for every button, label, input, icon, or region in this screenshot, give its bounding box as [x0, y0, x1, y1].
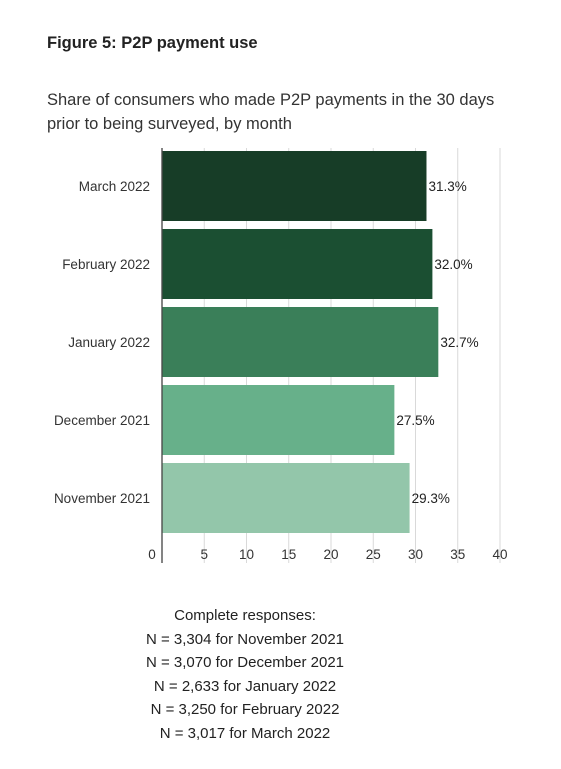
- sample-size-notes: Complete responses: N = 3,304 for Novemb…: [0, 604, 490, 745]
- value-label: 27.5%: [396, 413, 434, 428]
- value-label: 29.3%: [412, 491, 450, 506]
- x-tick-label: 40: [492, 547, 507, 562]
- bar: [162, 151, 427, 221]
- x-tick-label: 35: [450, 547, 465, 562]
- category-labels: March 2022 February 2022 January 2022 Decem…: [54, 179, 150, 506]
- x-tick-label: 0: [148, 547, 156, 562]
- bar: [162, 229, 433, 299]
- bar: [162, 463, 410, 533]
- x-tick-label: 5: [200, 547, 208, 562]
- x-tick-label: 20: [323, 547, 338, 562]
- bar: [162, 307, 439, 377]
- value-labels: 31.3% 32.0% 32.7% 27.5% 29.3%: [396, 179, 478, 506]
- bars: [162, 151, 439, 533]
- value-label: 31.3%: [428, 179, 466, 194]
- note-line: N = 3,070 for December 2021: [145, 654, 345, 671]
- category-label: December 2021: [54, 413, 150, 428]
- x-tick-label: 25: [366, 547, 381, 562]
- figure-title: Figure 5: P2P payment use: [47, 34, 258, 52]
- note-line: N = 2,633 for January 2022: [153, 677, 337, 695]
- note-line: N = 3,304 for November 2021: [145, 630, 345, 648]
- x-tick-label: 10: [239, 547, 254, 562]
- chart-title: Share of consumers who made P2P payments…: [47, 91, 495, 133]
- x-tick-label: 30: [408, 547, 423, 562]
- notes-heading: Complete responses:: [174, 607, 316, 624]
- value-label: 32.0%: [434, 257, 472, 272]
- x-tick-labels: 0 5 10 15 20 25 30 35 40: [148, 547, 507, 562]
- category-label: February 2022: [62, 257, 150, 272]
- bar: [162, 385, 395, 455]
- category-label: November 2021: [54, 491, 150, 506]
- x-tick-label: 15: [281, 547, 296, 562]
- note-line: N = 3,250 for February 2022: [150, 701, 340, 718]
- note-line: N = 3,017 for March 2022: [159, 724, 331, 742]
- bar-chart: March 2022 February 2022 January 2022 Decem…: [54, 148, 508, 563]
- category-label: March 2022: [79, 179, 150, 194]
- value-label: 32.7%: [440, 335, 478, 350]
- category-label: January 2022: [68, 335, 150, 350]
